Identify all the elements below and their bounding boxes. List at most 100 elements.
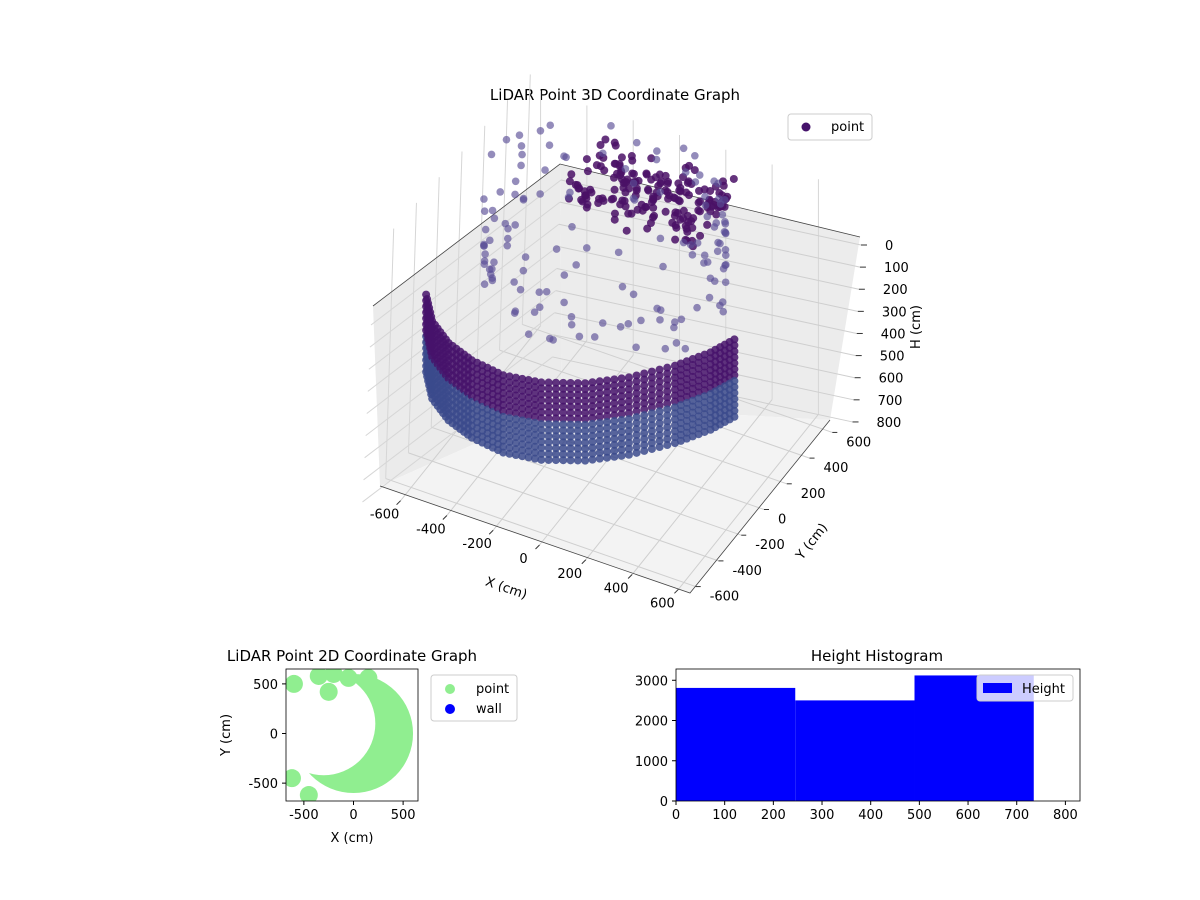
point-3d	[714, 194, 723, 203]
point-3d	[595, 413, 604, 422]
point-3d	[693, 303, 701, 312]
point-3d	[582, 244, 591, 252]
point-3d	[610, 446, 619, 455]
point-3d	[730, 388, 739, 397]
point-3d	[663, 429, 672, 438]
point-3d	[505, 420, 514, 429]
point-3d	[541, 166, 549, 174]
point-3d	[518, 150, 526, 159]
point-3d	[719, 264, 728, 273]
legend-histogram-box	[976, 674, 1074, 702]
point-3d	[530, 424, 539, 433]
legend-3d-marker-point	[801, 122, 811, 132]
point-3d	[647, 403, 656, 412]
point-3d	[640, 399, 649, 408]
point-3d	[656, 316, 664, 324]
point-3d	[524, 429, 533, 438]
point-3d	[573, 385, 582, 394]
point-3d	[663, 411, 672, 420]
point-3d	[688, 251, 697, 259]
x-axis-label-2d: X (cm)	[331, 831, 374, 846]
point-3d	[562, 153, 570, 162]
point-3d	[496, 188, 505, 196]
point-3d	[655, 431, 664, 440]
point-3d	[537, 455, 546, 464]
point-3d	[511, 421, 520, 430]
point-3d	[624, 373, 633, 382]
point-3d	[503, 234, 512, 243]
point-3d	[588, 408, 597, 417]
point-3d	[700, 251, 709, 260]
point-3d	[551, 378, 560, 387]
point-3d	[730, 359, 739, 368]
point-3d	[721, 220, 730, 228]
point-3d	[588, 443, 597, 452]
point-3d	[730, 400, 739, 409]
point-3d	[537, 384, 546, 393]
point-3d	[632, 436, 641, 445]
point-3d	[480, 207, 489, 215]
plot-frame-histogram	[675, 668, 1081, 802]
point-3d	[592, 161, 601, 170]
point-3d	[524, 417, 533, 426]
point-3d	[621, 165, 630, 173]
point-3d	[632, 413, 641, 422]
point-3d	[624, 438, 633, 447]
z-tick-label-3d: 200	[883, 283, 908, 298]
point-3d	[544, 408, 553, 417]
point-3d	[588, 431, 597, 440]
point-3d	[610, 209, 619, 218]
point-3d	[580, 187, 589, 196]
point-3d	[488, 276, 497, 285]
point-3d	[603, 388, 612, 397]
point-3d	[632, 442, 641, 451]
point-3d	[610, 405, 619, 414]
point-3d	[588, 449, 597, 458]
point-3d	[706, 186, 715, 195]
y-tick-label-3d: 200	[801, 487, 826, 502]
point-3d	[655, 413, 664, 422]
point-3d	[517, 142, 526, 150]
point-3d	[511, 445, 520, 454]
point-3d	[488, 265, 496, 273]
x-tick-label-3d: -400	[416, 522, 446, 537]
point-3d	[487, 150, 496, 159]
point-3d	[655, 401, 664, 410]
x-tick-label-3d: -200	[462, 537, 492, 552]
point-3d	[480, 280, 489, 289]
point-3d	[718, 210, 727, 219]
point-3d	[600, 166, 609, 175]
y-tick-label-histogram: 1000	[635, 755, 668, 770]
point-3d	[671, 221, 680, 230]
point-3d	[588, 396, 597, 405]
point-3d	[530, 406, 539, 415]
point-3d	[530, 448, 539, 457]
point-3d	[499, 371, 508, 380]
point-3d	[517, 161, 525, 170]
point-3d	[595, 424, 604, 433]
point-3d	[511, 379, 520, 388]
point-3d	[617, 386, 626, 395]
point-3d	[617, 404, 626, 413]
point-3d	[684, 191, 693, 200]
point-3d	[701, 201, 710, 210]
point-3d	[610, 434, 619, 443]
point-3d	[581, 432, 590, 441]
point-3d	[622, 226, 631, 235]
point-3d	[581, 426, 590, 435]
point-3d	[652, 155, 661, 164]
point-3d	[632, 448, 641, 457]
point-3d	[559, 396, 568, 405]
point-3d	[603, 400, 612, 409]
point-3d	[505, 408, 514, 417]
point-3d	[640, 387, 649, 396]
y-tick-label-3d: 600	[846, 435, 871, 450]
point-3d	[505, 378, 514, 387]
point-3d	[640, 446, 649, 455]
point-3d	[703, 220, 712, 229]
y-tick-label-3d: -400	[732, 564, 762, 579]
point-3d	[515, 131, 524, 140]
point-3d	[663, 417, 672, 426]
point-3d	[524, 447, 533, 456]
point-3d	[647, 379, 656, 388]
